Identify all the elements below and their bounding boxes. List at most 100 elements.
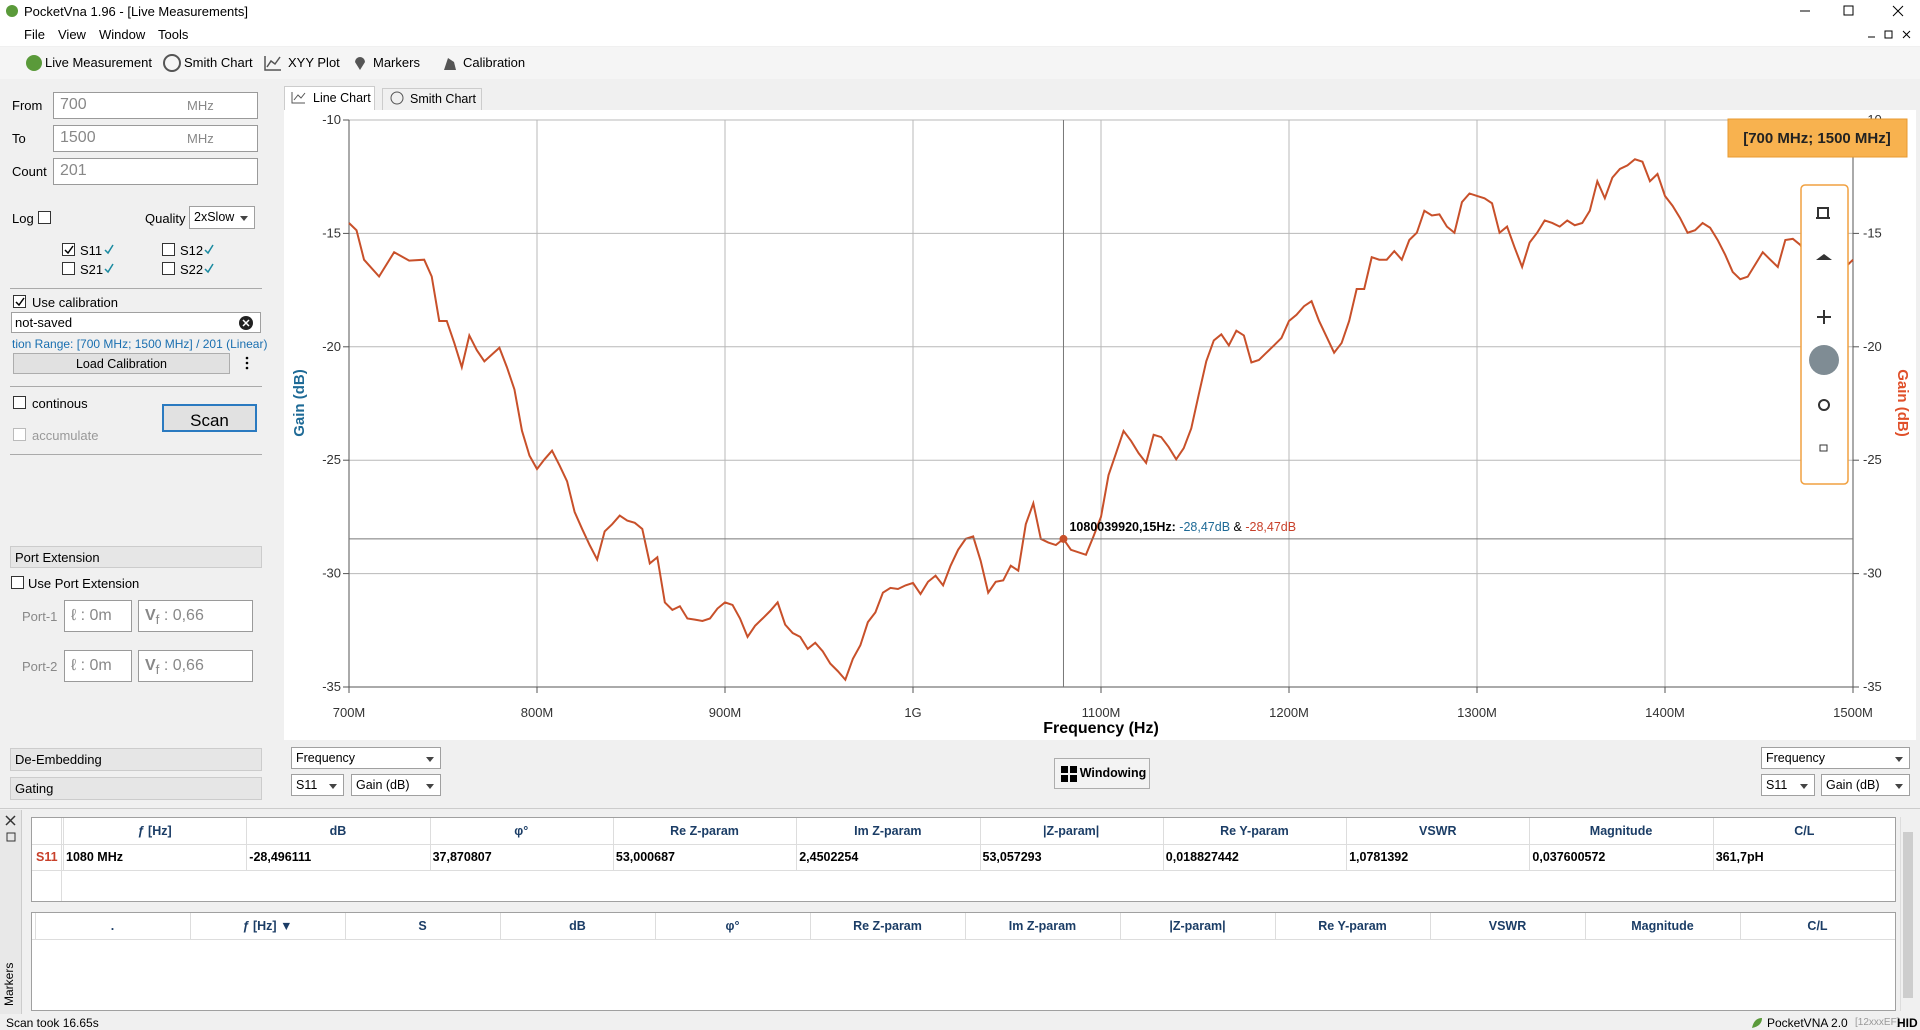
checkbox[interactable]	[62, 243, 75, 256]
x-source-select[interactable]: Frequency	[1761, 747, 1910, 769]
marker-label-part: 1080039920,15Hz:	[1069, 520, 1175, 534]
column-header: φ°	[725, 919, 740, 933]
unit-select[interactable]: Gain (dB)	[1821, 774, 1910, 796]
series-line	[348, 158, 1854, 682]
select-value: S11	[1766, 778, 1788, 792]
section-header[interactable]: De-Embedding	[10, 748, 262, 771]
mdi-controls[interactable]	[1860, 27, 1920, 43]
calibration-range: tion Range: [700 MHz; 1500 MHz] / 201 (L…	[12, 337, 268, 351]
tool-icon[interactable]	[1818, 399, 1830, 411]
menu-item[interactable]: Tools	[158, 27, 189, 42]
range-badge	[1727, 118, 1908, 158]
column-header: |Z-param|	[1042, 824, 1100, 838]
checkbox[interactable]	[62, 262, 75, 275]
unit: MHz	[187, 131, 214, 146]
column-header: Magnitude	[1631, 919, 1694, 933]
section-header[interactable]: Gating	[10, 777, 262, 800]
device-name: PocketVNA 2.0	[1767, 1016, 1848, 1030]
tab[interactable]: Line Chart	[284, 86, 375, 110]
label: From	[12, 98, 43, 113]
count-input[interactable]: 201	[53, 158, 258, 185]
column-header: φ°	[514, 824, 529, 838]
cell: 53,057293	[982, 850, 1042, 864]
window-controls[interactable]	[1780, 0, 1920, 24]
toolbar-button[interactable]: Calibration	[463, 55, 526, 70]
marker-point	[1059, 534, 1068, 543]
cell: 37,870807	[432, 850, 492, 864]
unit-select[interactable]: Gain (dB)	[351, 774, 441, 796]
checkbox[interactable]	[38, 211, 51, 224]
menu-item[interactable]: Window	[99, 27, 146, 42]
column-header: Im Z-param	[854, 824, 922, 838]
checkbox[interactable]	[13, 295, 26, 308]
load-calibration-button[interactable]: Load Calibration	[13, 353, 230, 374]
toolbar-button[interactable]: Live Measurement	[45, 55, 152, 70]
column-header: Re Z-param	[670, 824, 739, 838]
vf-input[interactable]: Vf : 0,66	[138, 600, 253, 632]
side-tab[interactable]: Markers	[2, 962, 16, 1006]
x-tick-label: 1400M	[1645, 705, 1685, 720]
device-mode: HID	[1897, 1016, 1918, 1030]
more-icon[interactable]	[244, 355, 250, 371]
input-value: 700	[60, 96, 87, 113]
tab[interactable]: Smith Chart	[382, 88, 482, 110]
calibration-file[interactable]: not-saved	[11, 312, 261, 333]
chart-tools	[1800, 184, 1849, 485]
quality-select[interactable]: 2xSlow	[189, 206, 255, 229]
menu-item[interactable]: View	[58, 27, 86, 42]
to-input[interactable]: 1500 MHz	[53, 125, 258, 152]
tool-icon[interactable]	[1817, 310, 1831, 324]
scroll-thumb[interactable]	[1903, 832, 1913, 998]
length-value: ℓ : 0m	[71, 657, 112, 674]
scan-button[interactable]: Scan	[162, 404, 257, 432]
checkbox[interactable]	[162, 243, 175, 256]
column-header: Im Z-param	[1008, 919, 1077, 933]
tool-icon[interactable]	[1816, 207, 1830, 219]
row-label: S11	[36, 850, 58, 864]
checkbox[interactable]	[11, 576, 24, 589]
menu-item[interactable]: File	[24, 27, 45, 42]
side-icons[interactable]	[4, 814, 18, 844]
toolbar-button[interactable]: Markers	[373, 55, 420, 70]
cell: 0,018827442	[1165, 850, 1239, 864]
tool-icon[interactable]	[1819, 444, 1828, 452]
column-header: C/L	[1807, 919, 1828, 933]
clear-icon[interactable]	[238, 315, 254, 331]
param-select[interactable]: S11	[291, 774, 344, 796]
app-icon	[6, 5, 18, 17]
param-checkmarks	[104, 244, 214, 274]
length-input[interactable]: ℓ : 0m	[64, 650, 132, 682]
length-input[interactable]: ℓ : 0m	[64, 600, 132, 632]
column-header: .	[110, 919, 115, 933]
menu-bar	[0, 24, 1920, 46]
toolbar-icons	[26, 54, 456, 72]
marker-label-part: -28,47dB	[1179, 520, 1230, 534]
tool-icon[interactable]	[1816, 254, 1832, 260]
column-divider	[1740, 913, 1741, 939]
column-header: S	[418, 919, 427, 933]
label: To	[12, 131, 26, 146]
title-bar	[0, 0, 1920, 24]
column-header: dB	[569, 919, 586, 933]
tool-icon[interactable]	[1809, 345, 1839, 375]
y-axis-title: Gain (dB)	[291, 369, 308, 437]
x-source-select[interactable]: Frequency	[291, 747, 441, 769]
label: Use Port Extension	[28, 576, 140, 591]
from-input[interactable]: 700 MHz	[53, 92, 258, 119]
windowing-button[interactable]: Windowing	[1054, 758, 1150, 789]
x-tick-label: 800M	[521, 705, 554, 720]
y2-tick-label: -25	[1863, 452, 1882, 467]
select-value: S11	[296, 778, 318, 792]
column-divider	[1275, 913, 1276, 939]
section-header[interactable]: Port Extension	[10, 546, 262, 568]
checkbox[interactable]	[162, 262, 175, 275]
vf-input[interactable]: Vf : 0,66	[138, 650, 253, 682]
checkbox[interactable]	[13, 396, 26, 409]
windowing-icon	[1061, 766, 1077, 782]
toolbar-button[interactable]: XYY Plot	[288, 55, 340, 70]
column-divider	[190, 913, 191, 939]
label: Quality	[145, 211, 186, 226]
toolbar-button[interactable]: Smith Chart	[184, 55, 253, 70]
param-select[interactable]: S11	[1761, 774, 1815, 796]
